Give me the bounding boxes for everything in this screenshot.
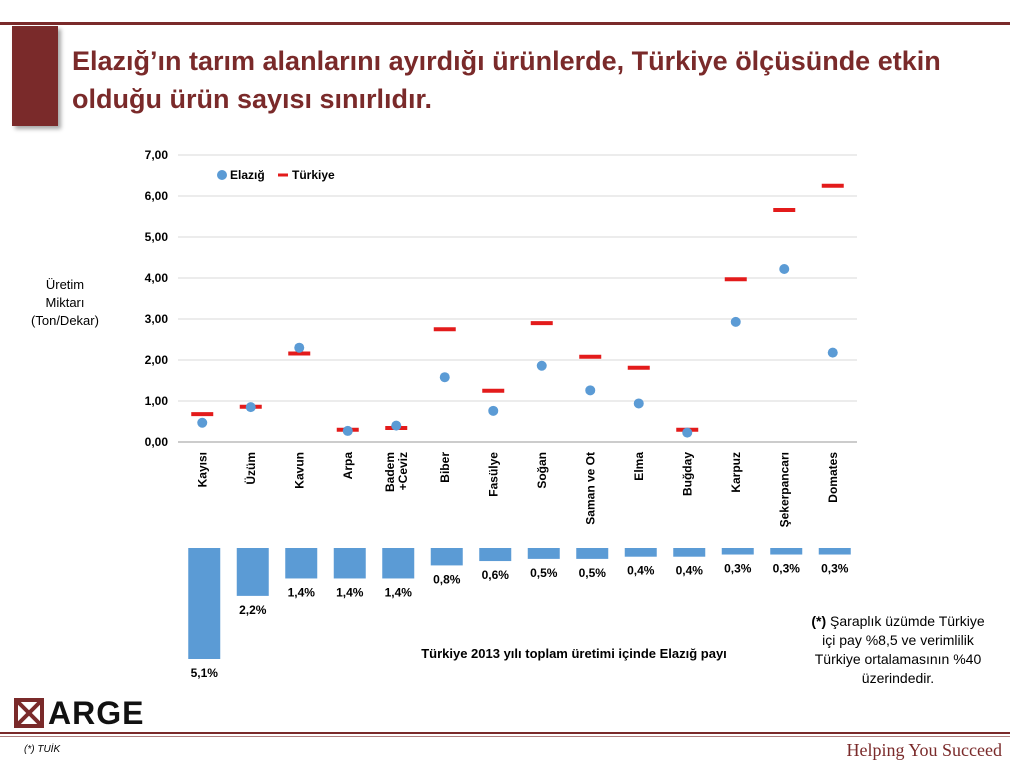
elazig-point bbox=[391, 420, 402, 431]
y-axis-label-line: Miktarı bbox=[45, 295, 85, 310]
share-bar-label: 0,5% bbox=[530, 566, 558, 580]
share-bar bbox=[818, 548, 851, 555]
share-bar-label: 0,6% bbox=[482, 568, 510, 582]
arge-logo: ARGE bbox=[14, 694, 145, 731]
share-bar bbox=[430, 548, 463, 566]
legend-turkiye-label: Türkiye bbox=[292, 168, 335, 182]
footnote-text: Şaraplık üzümde Türkiye içi pay %8,5 ve … bbox=[814, 613, 985, 686]
source-note: (*) TUİK bbox=[24, 744, 61, 755]
share-bar bbox=[624, 548, 657, 557]
x-category-label: Domates bbox=[826, 452, 840, 503]
y-tick-label: 1,00 bbox=[145, 394, 169, 408]
share-bar-label: 0,3% bbox=[724, 562, 752, 576]
x-category-label: Buğday bbox=[680, 452, 694, 496]
elazig-point bbox=[827, 347, 838, 358]
elazig-point bbox=[245, 402, 256, 413]
elazig-point bbox=[294, 342, 305, 353]
legend-elazig-marker bbox=[217, 170, 227, 180]
share-bar bbox=[188, 548, 221, 659]
share-bar bbox=[721, 548, 754, 555]
x-category-label: Kavun bbox=[292, 452, 306, 489]
y-tick-label: 3,00 bbox=[145, 312, 169, 326]
share-bar-label: 0,3% bbox=[821, 562, 849, 576]
footnote-marker: (*) bbox=[811, 613, 827, 629]
x-category-label: Şekerpancarı bbox=[777, 452, 791, 527]
share-bar-label: 0,4% bbox=[627, 564, 655, 578]
elazig-point bbox=[682, 427, 693, 438]
share-bar-label: 1,4% bbox=[336, 585, 364, 599]
bottom-rule bbox=[0, 732, 1010, 734]
y-axis-label-line: (Ton/Dekar) bbox=[31, 313, 99, 328]
x-category-label: Kayısı bbox=[195, 452, 209, 487]
elazig-point bbox=[488, 405, 499, 416]
x-category-label: Üzüm bbox=[243, 452, 258, 485]
accent-box bbox=[12, 26, 58, 126]
share-chart-title: Türkiye 2013 yılı toplam üretimi içinde … bbox=[421, 646, 727, 661]
x-category-label: Karpuz bbox=[729, 452, 743, 493]
x-category-label: Soğan bbox=[535, 452, 549, 489]
legend-elazig-label: Elazığ bbox=[230, 168, 265, 182]
y-tick-label: 6,00 bbox=[145, 189, 169, 203]
share-bar bbox=[576, 548, 609, 559]
elazig-point bbox=[536, 360, 547, 371]
share-bar-label: 5,1% bbox=[191, 666, 219, 680]
share-bar-label: 1,4% bbox=[288, 585, 316, 599]
y-axis-label: Üretim Miktarı (Ton/Dekar) bbox=[10, 276, 120, 330]
logo-text: ARGE bbox=[48, 694, 145, 731]
arge-logo-icon bbox=[14, 698, 44, 728]
share-bar bbox=[236, 548, 269, 596]
slide-title: Elazığ’ın tarım alanlarını ayırdığı ürün… bbox=[72, 46, 941, 114]
x-category-label: Fasülye bbox=[486, 452, 500, 497]
tagline: Helping You Succeed bbox=[846, 740, 1003, 760]
elazig-point bbox=[779, 263, 790, 274]
share-bar bbox=[527, 548, 560, 559]
elazig-point bbox=[730, 316, 741, 327]
share-bar-label: 0,4% bbox=[676, 564, 704, 578]
x-category-label: Saman ve Ot bbox=[583, 452, 597, 525]
x-category-label: Arpa bbox=[341, 452, 355, 480]
share-bar-label: 0,8% bbox=[433, 572, 461, 586]
y-axis-label-line: Üretim bbox=[45, 277, 85, 292]
y-tick-label: 4,00 bbox=[145, 271, 169, 285]
x-category-label: Badem+Ceviz bbox=[383, 452, 410, 492]
share-bar-label: 2,2% bbox=[239, 603, 267, 617]
elazig-point bbox=[342, 425, 353, 436]
y-tick-label: 0,00 bbox=[145, 435, 169, 449]
elazig-point bbox=[439, 372, 450, 383]
elazig-point bbox=[633, 398, 644, 409]
y-tick-label: 7,00 bbox=[145, 148, 169, 162]
bottom-rule-thin bbox=[0, 736, 1010, 737]
share-bar bbox=[673, 548, 706, 557]
share-bar bbox=[479, 548, 512, 562]
elazig-point bbox=[585, 385, 596, 396]
x-category-label: Biber bbox=[438, 452, 452, 483]
share-bar-label: 0,3% bbox=[773, 562, 801, 576]
top-rule bbox=[0, 22, 1010, 25]
footnote: (*) Şaraplık üzümde Türkiye içi pay %8,5… bbox=[808, 612, 988, 688]
share-bar-label: 0,5% bbox=[579, 566, 607, 580]
share-bar bbox=[285, 548, 318, 579]
share-bar bbox=[770, 548, 803, 555]
elazig-point bbox=[197, 417, 208, 428]
share-bar-label: 1,4% bbox=[385, 585, 413, 599]
share-bar bbox=[382, 548, 415, 579]
y-tick-label: 5,00 bbox=[145, 230, 169, 244]
x-category-label: Elma bbox=[632, 452, 646, 481]
y-tick-label: 2,00 bbox=[145, 353, 169, 367]
share-bar bbox=[333, 548, 366, 579]
